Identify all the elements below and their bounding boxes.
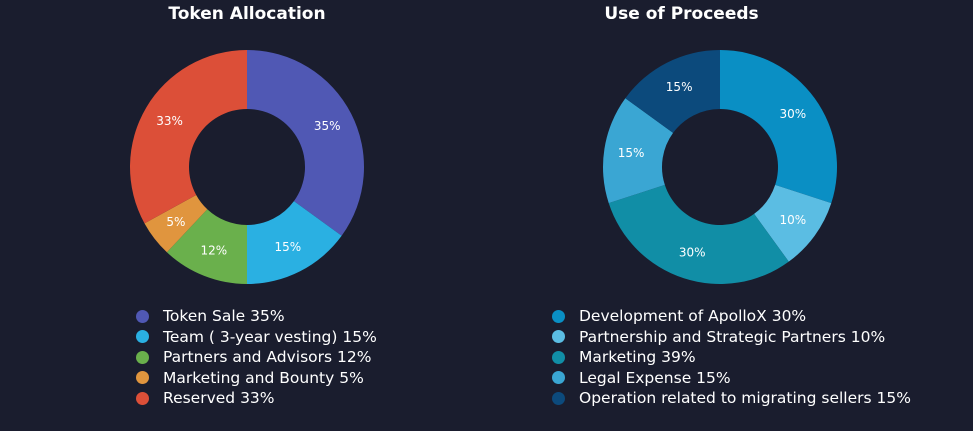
donut-slice [144,194,208,253]
donut-slice [608,184,789,284]
legend-dot [136,309,149,323]
slice-label: 10% [779,213,806,227]
slice-label: 15% [275,240,302,254]
donut-slice [166,209,247,284]
legend-dot [552,371,565,385]
legend-label: Partnership and Strategic Partners 10% [579,327,886,346]
donut-slice [625,49,720,133]
legend-label: Operation related to migrating sellers 1… [579,389,911,408]
legend-dot [552,391,565,405]
donut-slice [130,50,247,224]
legend-dot [552,330,565,344]
donut-slice [247,50,365,236]
legend-label: Reserved 33% [163,389,275,408]
slice-label: 33% [156,114,183,128]
legend-item: Marketing and Bounty 5% [136,368,377,389]
slice-label: 15% [618,146,645,160]
donut-slice [247,201,342,284]
slice-label: 15% [666,80,693,94]
token-allocation-legend: Token Sale 35% Team ( 3-year vesting) 15… [136,306,377,409]
legend-dot [552,350,565,364]
legend-label: Marketing 39% [579,348,696,367]
donut-slice [603,98,674,204]
legend-label: Development of ApolloX 30% [579,307,807,326]
legend-item: Operation related to migrating sellers 1… [552,388,911,409]
legend-dot [552,309,565,323]
legend-label: Token Sale 35% [163,307,285,326]
token-allocation-title: Token Allocation [168,4,326,24]
legend-item: Reserved 33% [136,388,377,409]
use-of-proceeds-title: Use of Proceeds [604,4,759,24]
legend-item: Development of ApolloX 30% [552,306,911,327]
donut-slice [754,184,832,262]
legend-dot [136,350,149,364]
use-of-proceeds-donut: 30% 10% 30% 15% 15% [603,49,837,284]
token-allocation-panel: Token Allocation 35% 15% 12% 5% 33% Token Sa… [130,4,377,409]
legend-item: Partners and Advisors 12% [136,347,377,368]
legend-dot [136,330,149,344]
legend-dot [136,391,149,405]
legend-item: Marketing 39% [552,347,911,368]
slice-label: 30% [779,107,806,121]
legend-label: Legal Expense 15% [579,368,731,387]
use-of-proceeds-panel: Use of Proceeds 30% 10% 30% 15% 15% Developm… [490,0,973,431]
legend-item: Team ( 3-year vesting) 15% [136,327,377,348]
legend-item: Legal Expense 15% [552,368,911,389]
slice-label: 30% [679,246,706,260]
slice-label: 35% [314,119,341,133]
legend-label: Team ( 3-year vesting) 15% [163,327,377,346]
use-of-proceeds-legend: Development of ApolloX 30% Partnership a… [552,306,911,409]
donut-slice [720,50,837,204]
slice-label: 5% [166,215,185,229]
slice-label: 12% [201,244,228,258]
legend-dot [136,371,149,385]
legend-item: Token Sale 35% [136,306,377,327]
legend-label: Marketing and Bounty 5% [163,368,364,387]
legend-label: Partners and Advisors 12% [163,348,372,367]
token-allocation-donut: 35% 15% 12% 5% 33% [130,50,365,284]
legend-item: Partnership and Strategic Partners 10% [552,327,911,348]
